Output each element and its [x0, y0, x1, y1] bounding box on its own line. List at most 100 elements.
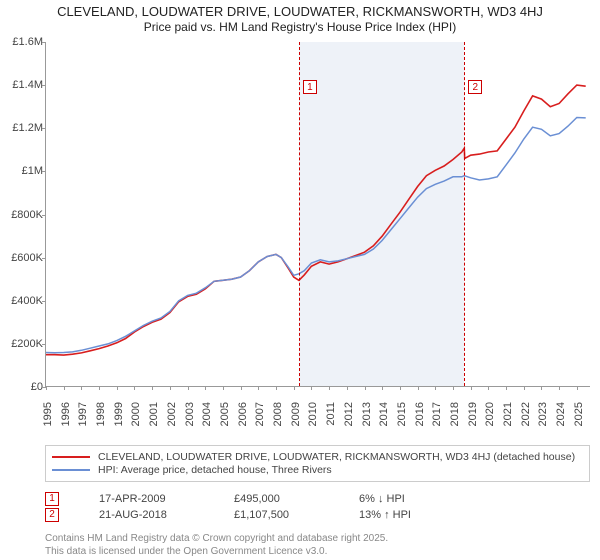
x-tick-label: 2020	[484, 402, 496, 426]
y-tick-label: £200K	[1, 338, 43, 350]
transaction-marker-box: 1	[45, 492, 59, 506]
transactions-table: 1 17-APR-2009 £495,000 6% ↓ HPI 2 21-AUG-2018…	[45, 490, 590, 524]
x-tick-mark	[117, 386, 118, 390]
y-tick-mark	[42, 344, 46, 345]
transaction-row: 1 17-APR-2009 £495,000 6% ↓ HPI	[45, 492, 590, 506]
x-tick-label: 2007	[254, 402, 266, 426]
x-tick-mark	[471, 386, 472, 390]
footer-line1: Contains HM Land Registry data © Crown c…	[45, 533, 590, 546]
x-tick-mark	[453, 386, 454, 390]
x-tick-label: 2005	[219, 402, 231, 426]
x-tick-label: 2016	[414, 402, 426, 426]
x-tick-mark	[488, 386, 489, 390]
marker-vline	[299, 42, 300, 386]
chart-area: £0£200K£400K£600K£800K£1M£1.2M£1.4M£1.6M…	[45, 42, 590, 412]
footer-line2: This data is licensed under the Open Gov…	[45, 546, 590, 559]
x-tick-mark	[64, 386, 65, 390]
legend-label: CLEVELAND, LOUDWATER DRIVE, LOUDWATER, R…	[98, 451, 575, 463]
line-series-svg	[46, 42, 591, 387]
x-tick-label: 2015	[396, 402, 408, 426]
marker-box: 2	[468, 80, 482, 94]
transaction-pct-vs-hpi: 13% ↑ HPI	[359, 509, 449, 521]
x-tick-label: 1995	[42, 402, 54, 426]
x-tick-mark	[347, 386, 348, 390]
x-tick-label: 2017	[431, 402, 443, 426]
x-tick-label: 2009	[290, 402, 302, 426]
x-tick-label: 2012	[343, 402, 355, 426]
x-tick-label: 2013	[361, 402, 373, 426]
x-tick-label: 2003	[184, 402, 196, 426]
x-tick-mark	[276, 386, 277, 390]
x-tick-label: 2023	[537, 402, 549, 426]
y-tick-mark	[42, 258, 46, 259]
transaction-pct-vs-hpi: 6% ↓ HPI	[359, 493, 449, 505]
legend-row: CLEVELAND, LOUDWATER DRIVE, LOUDWATER, R…	[52, 451, 583, 463]
x-tick-mark	[81, 386, 82, 390]
x-tick-mark	[382, 386, 383, 390]
x-tick-mark	[577, 386, 578, 390]
x-tick-label: 2002	[166, 402, 178, 426]
x-tick-mark	[241, 386, 242, 390]
x-tick-mark	[559, 386, 560, 390]
legend-row: HPI: Average price, detached house, Thre…	[52, 464, 583, 476]
transaction-marker-box: 2	[45, 508, 59, 522]
x-tick-label: 2024	[555, 402, 567, 426]
x-tick-label: 2018	[449, 402, 461, 426]
y-tick-mark	[42, 171, 46, 172]
x-tick-mark	[46, 386, 47, 390]
transaction-price: £495,000	[234, 493, 319, 505]
x-tick-label: 2008	[272, 402, 284, 426]
x-tick-label: 2014	[378, 402, 390, 426]
x-tick-label: 2006	[237, 402, 249, 426]
x-tick-label: 2021	[502, 402, 514, 426]
legend-swatch	[52, 456, 90, 458]
y-tick-mark	[42, 85, 46, 86]
x-tick-mark	[311, 386, 312, 390]
x-tick-mark	[435, 386, 436, 390]
y-tick-label: £1.2M	[1, 122, 43, 134]
x-tick-label: 1999	[113, 402, 125, 426]
x-tick-label: 1998	[95, 402, 107, 426]
x-tick-mark	[188, 386, 189, 390]
x-tick-label: 2011	[325, 402, 337, 426]
x-tick-mark	[418, 386, 419, 390]
x-tick-mark	[524, 386, 525, 390]
x-tick-mark	[134, 386, 135, 390]
x-tick-label: 2004	[201, 402, 213, 426]
legend-label: HPI: Average price, detached house, Thre…	[98, 464, 332, 476]
x-tick-mark	[99, 386, 100, 390]
x-tick-mark	[205, 386, 206, 390]
x-tick-mark	[294, 386, 295, 390]
x-tick-mark	[258, 386, 259, 390]
marker-vline	[464, 42, 465, 386]
attribution-footer: Contains HM Land Registry data © Crown c…	[45, 533, 590, 558]
transaction-row: 2 21-AUG-2018 £1,107,500 13% ↑ HPI	[45, 508, 590, 522]
series-hpi	[46, 118, 586, 353]
x-tick-label: 1997	[77, 402, 89, 426]
y-tick-label: £800K	[1, 209, 43, 221]
x-tick-label: 2025	[573, 402, 585, 426]
y-tick-label: £0	[1, 381, 43, 393]
legend-swatch	[52, 469, 90, 471]
transaction-date: 17-APR-2009	[99, 493, 194, 505]
series-price-paid	[46, 85, 586, 355]
transaction-price: £1,107,500	[234, 509, 319, 521]
x-tick-label: 2000	[130, 402, 142, 426]
y-tick-mark	[42, 128, 46, 129]
legend: CLEVELAND, LOUDWATER DRIVE, LOUDWATER, R…	[45, 445, 590, 482]
x-tick-mark	[400, 386, 401, 390]
x-tick-mark	[152, 386, 153, 390]
transaction-date: 21-AUG-2018	[99, 509, 194, 521]
marker-box: 1	[303, 80, 317, 94]
y-tick-label: £1.4M	[1, 79, 43, 91]
y-tick-mark	[42, 301, 46, 302]
plot-area: £0£200K£400K£600K£800K£1M£1.2M£1.4M£1.6M…	[45, 42, 590, 387]
y-tick-mark	[42, 42, 46, 43]
y-tick-label: £1M	[1, 165, 43, 177]
x-tick-label: 2010	[307, 402, 319, 426]
chart-title-line2: Price paid vs. HM Land Registry's House …	[0, 20, 600, 35]
x-tick-mark	[365, 386, 366, 390]
x-tick-mark	[506, 386, 507, 390]
y-tick-label: £1.6M	[1, 36, 43, 48]
x-tick-mark	[541, 386, 542, 390]
